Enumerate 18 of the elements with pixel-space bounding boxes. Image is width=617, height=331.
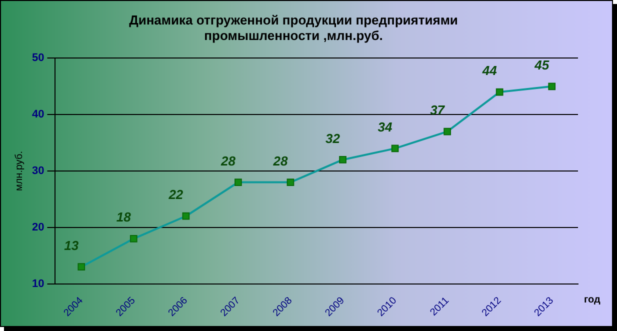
- y-tick-label: 30: [32, 165, 44, 178]
- y-tick-label: 10: [32, 278, 44, 290]
- data-label: 18: [116, 210, 132, 225]
- y-tick-label: 40: [32, 108, 44, 121]
- data-label: 28: [272, 153, 288, 168]
- data-label: 22: [168, 187, 184, 202]
- y-tick-label: 20: [32, 221, 44, 234]
- data-label: 34: [378, 120, 394, 135]
- data-label: 44: [481, 63, 498, 78]
- chart-title: Динамика отгруженной продукции предприятиями промышленности ,млн.руб.: [129, 12, 458, 43]
- data-label: 28: [220, 153, 236, 168]
- data-label: 37: [430, 102, 446, 118]
- data-label: 32: [326, 130, 341, 146]
- x-axis-title: год: [584, 294, 602, 306]
- y-axis-title: млн.руб.: [14, 150, 25, 192]
- y-tick-label: 50: [32, 52, 44, 64]
- data-label: 13: [64, 238, 80, 253]
- data-label: 45: [534, 57, 550, 72]
